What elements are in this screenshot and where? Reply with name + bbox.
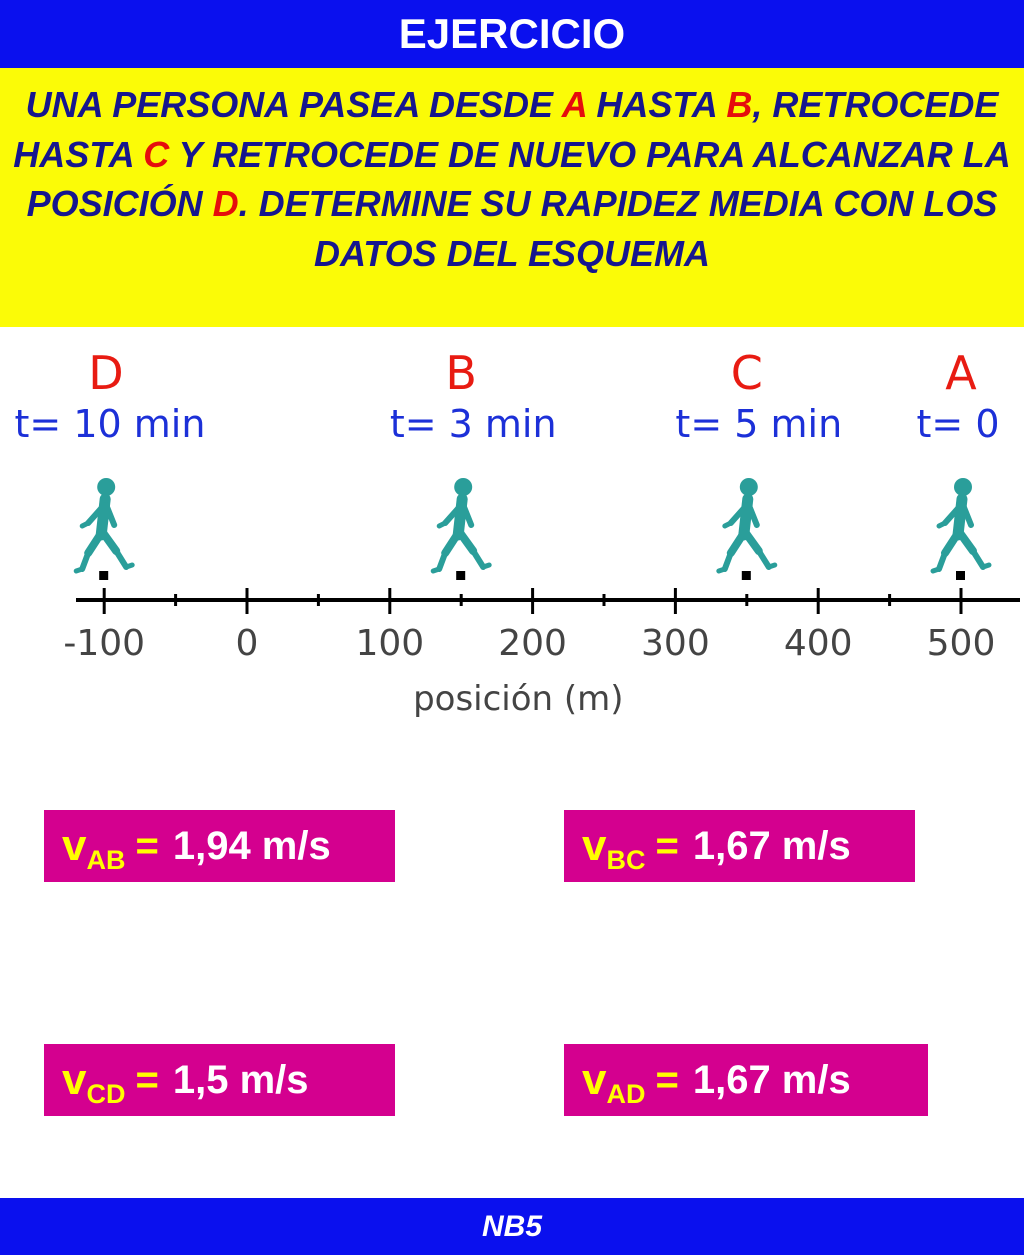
position-marker-b xyxy=(456,571,466,580)
axis-tick-label: -100 xyxy=(63,623,145,664)
answer-equals: = xyxy=(135,823,159,868)
axis-tick-label: 200 xyxy=(498,623,567,664)
position-marker-a xyxy=(956,571,965,580)
answer-box-cd: v CD = 1,5 m/s xyxy=(44,1044,395,1116)
answer-value: 1,5 m/s xyxy=(172,1057,309,1102)
statement-text-4: Y RETROCEDE DE NUEVO PARA ALCANZAR LA PO… xyxy=(26,133,1011,225)
answer-symbol: v xyxy=(582,821,607,870)
answer-value: 1,67 m/s xyxy=(692,1057,851,1102)
walking-person-icon xyxy=(73,478,135,574)
answer-symbol: v xyxy=(62,821,87,870)
statement-point-c: C xyxy=(143,133,170,175)
walking-person-icon xyxy=(430,478,492,574)
answer-box-ab: v AB = 1,94 m/s xyxy=(44,810,395,882)
point-label-d: D xyxy=(88,346,123,400)
answer-subscript: BC xyxy=(606,844,646,875)
point-label-c: C xyxy=(731,346,763,400)
statement-point-a: A xyxy=(561,84,587,125)
answer-symbol: v xyxy=(582,1055,607,1104)
page-title: EJERCICIO xyxy=(398,10,626,57)
axis-title: posición (m) xyxy=(413,679,624,719)
answer-subscript: AD xyxy=(606,1078,646,1109)
axis-tick-label: 400 xyxy=(784,623,853,664)
answer-subscript: CD xyxy=(86,1078,126,1109)
answer-equals: = xyxy=(655,1057,679,1102)
position-marker-c xyxy=(741,571,751,580)
answer-box-ad: v AD = 1,67 m/s xyxy=(564,1044,928,1116)
statement-point-b: B xyxy=(726,84,753,125)
footer-label: NB5 xyxy=(481,1209,542,1243)
axis-tick-label: 500 xyxy=(927,623,996,664)
point-label-a: A xyxy=(945,346,977,400)
answer-equals: = xyxy=(655,823,679,868)
time-label-b: t= 3 min xyxy=(390,402,557,446)
answer-symbol: v xyxy=(62,1055,87,1104)
position-axis-diagram: -100 0 100 200 300 400 500 posición (m) Dt= 10 m… xyxy=(15,346,1020,719)
axis-tick-label: 100 xyxy=(355,623,424,664)
footer-bar: NB5 xyxy=(0,1198,1024,1255)
statement-text-3: , RETROCEDE HASTA xyxy=(13,84,999,175)
answer-value: 1,94 m/s xyxy=(172,823,331,868)
axis-tick-label: 0 xyxy=(236,623,259,664)
statement-text-5: . DETERMINE SU RAPIDEZ MEDIA CON LOS DAT… xyxy=(238,183,998,274)
answer-equals: = xyxy=(135,1057,159,1102)
point-label-b: B xyxy=(445,346,477,400)
answer-value: 1,67 m/s xyxy=(692,823,851,868)
time-label-a: t= 0 xyxy=(917,402,1000,446)
time-label-c: t= 5 min xyxy=(675,402,842,446)
statement-text-1: UNA PERSONA PASEA DESDE xyxy=(25,84,562,125)
problem-statement: UNA PERSONA PASEA DESDE A HASTA B, RETRO… xyxy=(0,68,1024,327)
walking-person-icon xyxy=(930,478,992,574)
walking-person-icon xyxy=(716,478,778,574)
title-bar: EJERCICIO xyxy=(0,0,1024,68)
answer-box-bc: v BC = 1,67 m/s xyxy=(564,810,915,882)
statement-point-d: D xyxy=(212,183,239,224)
answer-subscript: AB xyxy=(86,844,126,875)
position-marker-d xyxy=(99,571,109,580)
time-label-d: t= 10 min xyxy=(15,402,206,446)
axis-tick-label: 300 xyxy=(641,623,710,664)
statement-text-2: HASTA xyxy=(586,84,727,125)
